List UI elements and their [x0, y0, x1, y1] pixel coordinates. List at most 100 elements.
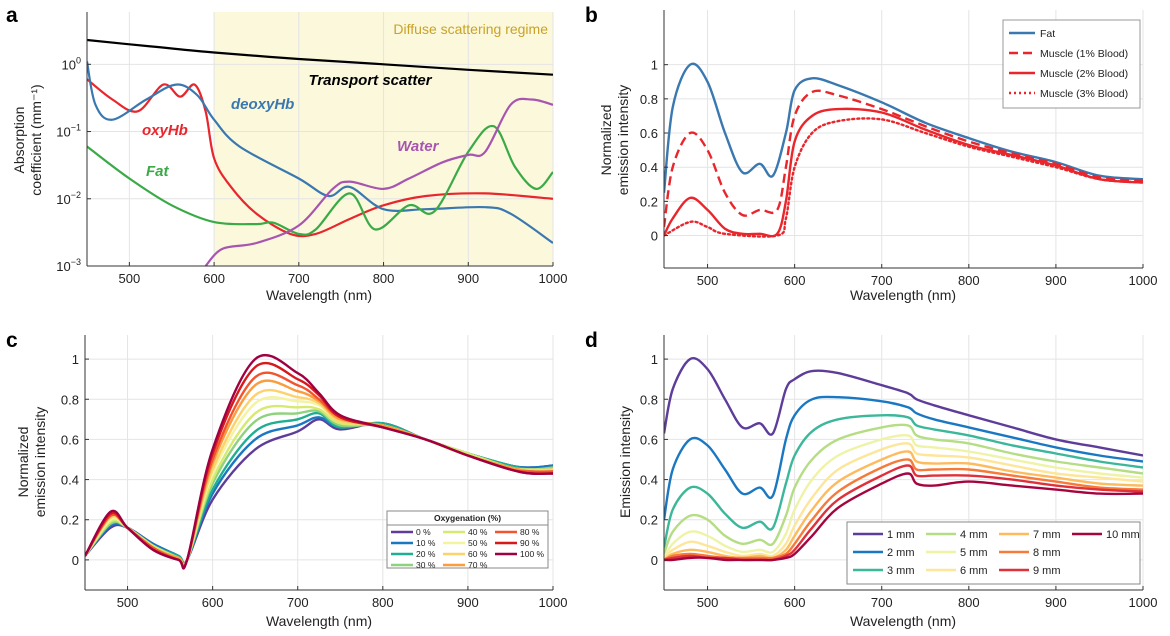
legend-label: 5 mm — [960, 547, 988, 559]
series-line-2-mm — [664, 395, 1143, 520]
y-tick-label: 10−3 — [56, 257, 81, 274]
legend-label: 0 % — [416, 527, 431, 537]
tick-base: 10 — [62, 57, 76, 72]
y-tick-label: 0.2 — [61, 513, 79, 528]
y-tick-label: 0.2 — [640, 194, 658, 209]
legend-label: Muscle (2% Blood) — [1040, 68, 1128, 80]
legend-label: Muscle (3% Blood) — [1040, 88, 1128, 100]
x-tick-label: 900 — [1045, 273, 1067, 288]
x-tick-label: 600 — [203, 271, 225, 286]
series-line-fat — [87, 124, 553, 236]
series-line-100- — [85, 353, 553, 570]
legend-label: 4 mm — [960, 529, 988, 541]
x-tick-label: 800 — [373, 271, 395, 286]
x-tick-label: 1000 — [539, 271, 568, 286]
y-tick-label: 10−1 — [56, 123, 81, 140]
y-tick-label: 100 — [62, 55, 81, 72]
legend-label: 20 % — [416, 549, 436, 559]
legend-label: 30 % — [416, 560, 436, 570]
series-line-10-mm — [664, 472, 1143, 562]
y-tick-label: 10−2 — [56, 190, 81, 207]
x-tick-label: 500 — [119, 271, 141, 286]
series-line-8-mm — [664, 458, 1143, 561]
y-tick-label: 0 — [72, 553, 79, 568]
d-xlabel: Wavelength (nm) — [850, 613, 956, 629]
x-tick-label: 700 — [871, 273, 893, 288]
y-tick-label: 0.8 — [61, 392, 79, 407]
legend-label: 100 % — [520, 549, 545, 559]
legend-label: 1 mm — [887, 529, 915, 541]
b-ylabel-line1: Normalized — [598, 105, 614, 176]
series-line-40- — [85, 404, 553, 567]
b-xlabel: Wavelength (nm) — [850, 287, 956, 303]
annotation-water: Water — [397, 138, 440, 155]
legend-label: 3 mm — [887, 565, 915, 577]
y-tick-label: 0.4 — [61, 473, 79, 488]
series-group — [664, 357, 1143, 562]
series-line-muscle-3-blood- — [664, 117, 1143, 238]
legend-label: 2 mm — [887, 547, 915, 559]
x-tick-label: 800 — [958, 595, 980, 610]
panel-letter-a: a — [6, 4, 18, 27]
series-line-muscle-1-blood- — [664, 89, 1143, 228]
legend-label: 40 % — [468, 527, 488, 537]
annotation-deoxyhb: deoxyHb — [231, 96, 294, 113]
panel-letter-c: c — [6, 329, 18, 352]
y-tick-label: 1 — [651, 58, 658, 73]
legend-label: 50 % — [468, 538, 488, 548]
x-tick-label: 1000 — [539, 595, 568, 610]
x-tick-label: 900 — [1045, 595, 1067, 610]
legend-label: 70 % — [468, 560, 488, 570]
tick-base: 10 — [56, 125, 70, 140]
y-tick-label: 0.6 — [640, 126, 658, 141]
tick-base: 10 — [56, 259, 70, 274]
legend-label: 60 % — [468, 549, 488, 559]
d-ylabel: Emission intensity — [617, 406, 633, 518]
y-tick-label: 1 — [651, 352, 658, 367]
panel-c: 500 600 700 800 900 1000 0 0.2 0.4 0.6 0.8 1 Oxygena… — [61, 335, 568, 610]
tick-exponent: −2 — [71, 190, 81, 200]
series-line-oxyhb — [87, 78, 553, 238]
y-tick-label: 0 — [651, 229, 658, 244]
x-tick-label: 1000 — [1129, 595, 1158, 610]
series-group — [87, 38, 553, 266]
series-line-water — [204, 97, 553, 266]
series-line-5-mm — [664, 433, 1143, 559]
tick-base: 10 — [56, 192, 70, 207]
x-tick-label: 700 — [288, 271, 310, 286]
legend-label: 10 % — [416, 538, 436, 548]
series-line-1-mm — [664, 357, 1143, 457]
series-line-6-mm — [664, 442, 1143, 559]
legend-label: 10 mm — [1106, 529, 1140, 541]
annotation-transport-scatter: Transport scatter — [308, 72, 432, 89]
legend-label: 7 mm — [1033, 529, 1061, 541]
x-tick-label: 900 — [457, 595, 479, 610]
panel-b: 500 600 700 800 900 1000 0 0.2 0.4 0.6 0.8 1 Fat Musc… — [640, 10, 1158, 288]
series-line-7-mm — [664, 450, 1143, 561]
series-line-muscle-2-blood- — [664, 107, 1143, 238]
legend-label: 9 mm — [1033, 565, 1061, 577]
series-group — [85, 353, 553, 570]
x-tick-label: 500 — [117, 595, 139, 610]
y-tick-label: 0.8 — [640, 392, 658, 407]
y-tick-label: 0.8 — [640, 92, 658, 107]
legend-box — [386, 510, 549, 569]
b-ylabel-line2: emission intensity — [615, 85, 631, 196]
series-line-transport-scatter — [87, 38, 553, 76]
legend-box — [846, 521, 1141, 585]
legend-label: Muscle (1% Blood) — [1040, 48, 1128, 60]
x-tick-label: 600 — [202, 595, 224, 610]
c-xlabel: Wavelength (nm) — [266, 613, 372, 629]
a-xlabel: Wavelength (nm) — [266, 287, 372, 303]
x-tick-label: 600 — [784, 595, 806, 610]
c-ylabel-line2: emission intensity — [32, 407, 48, 518]
y-tick-label: 0.4 — [640, 473, 658, 488]
x-tick-label: 1000 — [1129, 273, 1158, 288]
y-tick-label: 0 — [651, 553, 658, 568]
legend-title: Oxygenation (%) — [434, 513, 501, 523]
series-line-fat — [664, 62, 1143, 193]
y-tick-label: 1 — [72, 352, 79, 367]
x-tick-label: 600 — [784, 273, 806, 288]
